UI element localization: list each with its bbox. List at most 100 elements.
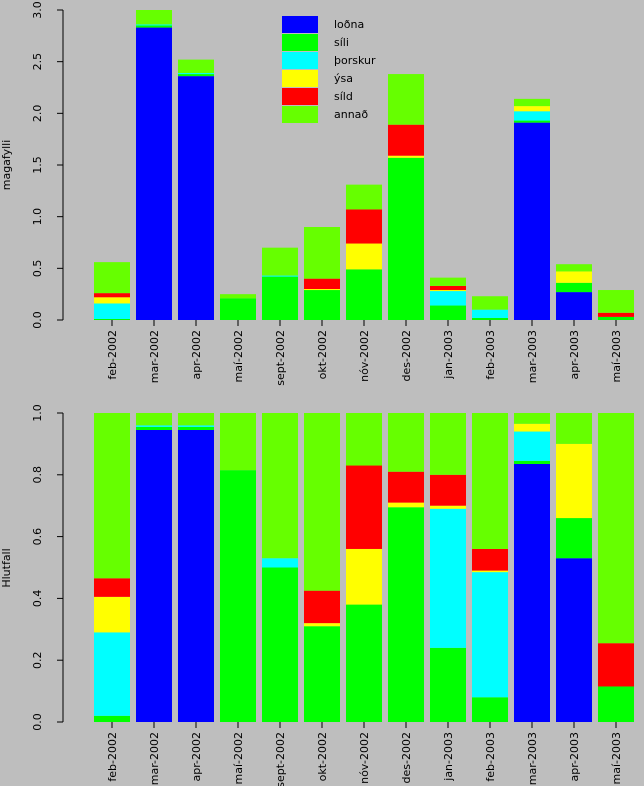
bar-segment-síli (346, 269, 382, 320)
x-tick-label: nóv-2002 (358, 330, 371, 382)
bar-segment-síli (472, 697, 508, 722)
bar-segment-síld (430, 285, 466, 291)
bar-segment-síli (514, 460, 550, 464)
legend-label: loðna (334, 18, 364, 31)
y-tick-label: 0.4 (31, 590, 44, 608)
bar-segment-ýsa (304, 623, 340, 627)
bar-segment-ýsa (94, 596, 130, 633)
x-tick-label: feb-2002 (106, 330, 119, 380)
bar-segment-ýsa (472, 570, 508, 573)
bar-segment-þorskur (472, 309, 508, 318)
y-tick-label: 0.5 (31, 260, 44, 278)
bar-segment-síli (94, 715, 130, 722)
bar-segment-annað (556, 413, 592, 444)
bar-segment-annað (178, 413, 214, 426)
bar-segment-síld (430, 474, 466, 506)
y-tick-label: 1.0 (31, 208, 44, 226)
bar-segment-síli (136, 426, 172, 430)
x-tick-label: des-2002 (400, 732, 413, 783)
x-tick-label: apr-2003 (568, 330, 581, 380)
bar-segment-síli (262, 276, 298, 320)
bar-segment-ýsa (346, 243, 382, 270)
bar-segment-síli (430, 305, 466, 320)
bar-segment-loðna (514, 463, 550, 722)
bar-segment-síld (94, 293, 130, 298)
bar-segment-loðna (136, 429, 172, 722)
bar-segment-síld (346, 209, 382, 244)
bar-segment-síli (220, 470, 256, 722)
x-tick-label: apr-2003 (568, 732, 581, 782)
bar-segment-loðna (178, 429, 214, 722)
bar-segment-síli (346, 604, 382, 722)
bar-segment-þorskur (430, 291, 466, 306)
bar-segment-þorskur (262, 558, 298, 568)
y-tick-label: 1.5 (31, 156, 44, 174)
x-tick-label: maí-2003 (610, 330, 623, 382)
bar-segment-þorskur (472, 572, 508, 698)
bar-segment-annað (346, 184, 382, 210)
x-tick-label: feb-2003 (484, 732, 497, 782)
y-tick-label: 2.5 (31, 53, 44, 71)
bar-segment-annað (262, 247, 298, 276)
bar-segment-ýsa (346, 548, 382, 605)
bar-segment-annað (598, 290, 634, 313)
bar-segment-loðna (556, 558, 592, 722)
bar-segment-síli (556, 282, 592, 293)
y-tick-label: 0.0 (31, 311, 44, 329)
bar-segment-síli (598, 686, 634, 722)
bar-segment-annað (346, 413, 382, 466)
x-tick-label: mar-2002 (148, 732, 161, 785)
y-tick-label: 2.0 (31, 105, 44, 123)
bar-segment-síli (598, 316, 634, 320)
legend-swatch (282, 34, 318, 51)
bar-segment-síld (346, 465, 382, 549)
bar-segment-loðna (136, 27, 172, 321)
x-tick-label: apr-2002 (190, 732, 203, 782)
x-tick-label: maí-2002 (232, 732, 245, 784)
y-tick-label: 0.0 (31, 713, 44, 731)
x-tick-label: apr-2002 (190, 330, 203, 380)
x-tick-label: maí-2003 (610, 732, 623, 784)
x-tick-label: maí-2002 (232, 330, 245, 382)
bar-segment-ýsa (514, 423, 550, 432)
y-tick-label: 3.0 (31, 1, 44, 19)
bar-segment-síli (220, 298, 256, 320)
x-tick-label: des-2002 (400, 330, 413, 381)
bar-segment-loðna (556, 292, 592, 320)
bar-segment-annað (304, 227, 340, 279)
x-tick-label: mar-2003 (526, 732, 539, 785)
y-tick-label: 0.8 (31, 466, 44, 484)
legend-swatch (282, 88, 318, 105)
legend-label: síld (334, 90, 353, 103)
bar-segment-síli (514, 120, 550, 123)
bar-segment-síld (472, 548, 508, 571)
bar-segment-annað (136, 10, 172, 25)
legend-swatch (282, 16, 318, 33)
legend-swatch (282, 106, 318, 123)
bar-segment-þorskur (430, 508, 466, 648)
bar-segment-annað (94, 262, 130, 294)
bar-segment-síli (472, 317, 508, 320)
x-tick-label: feb-2003 (484, 330, 497, 380)
bar-segment-loðna (514, 122, 550, 320)
bar-segment-annað (430, 413, 466, 475)
bar-segment-annað (472, 413, 508, 549)
bar-segment-ýsa (388, 502, 424, 508)
bar-segment-annað (220, 294, 256, 299)
bar-segment-annað (94, 413, 130, 579)
bar-segment-annað (556, 264, 592, 272)
y-axis-label: magafylli (0, 140, 13, 191)
y-axis-label: Hlutfall (0, 548, 13, 587)
bar-segment-annað (262, 413, 298, 559)
bar-segment-þorskur (262, 275, 298, 277)
bar-segment-annað (388, 74, 424, 125)
bar-segment-síld (598, 312, 634, 317)
x-tick-label: feb-2002 (106, 732, 119, 782)
bar-segment-þorskur (178, 73, 214, 75)
bar-segment-síld (304, 590, 340, 624)
bar-segment-annað (220, 413, 256, 471)
bar-segment-síli (388, 157, 424, 320)
bar-segment-síli (388, 507, 424, 722)
x-tick-label: nóv-2002 (358, 732, 371, 784)
